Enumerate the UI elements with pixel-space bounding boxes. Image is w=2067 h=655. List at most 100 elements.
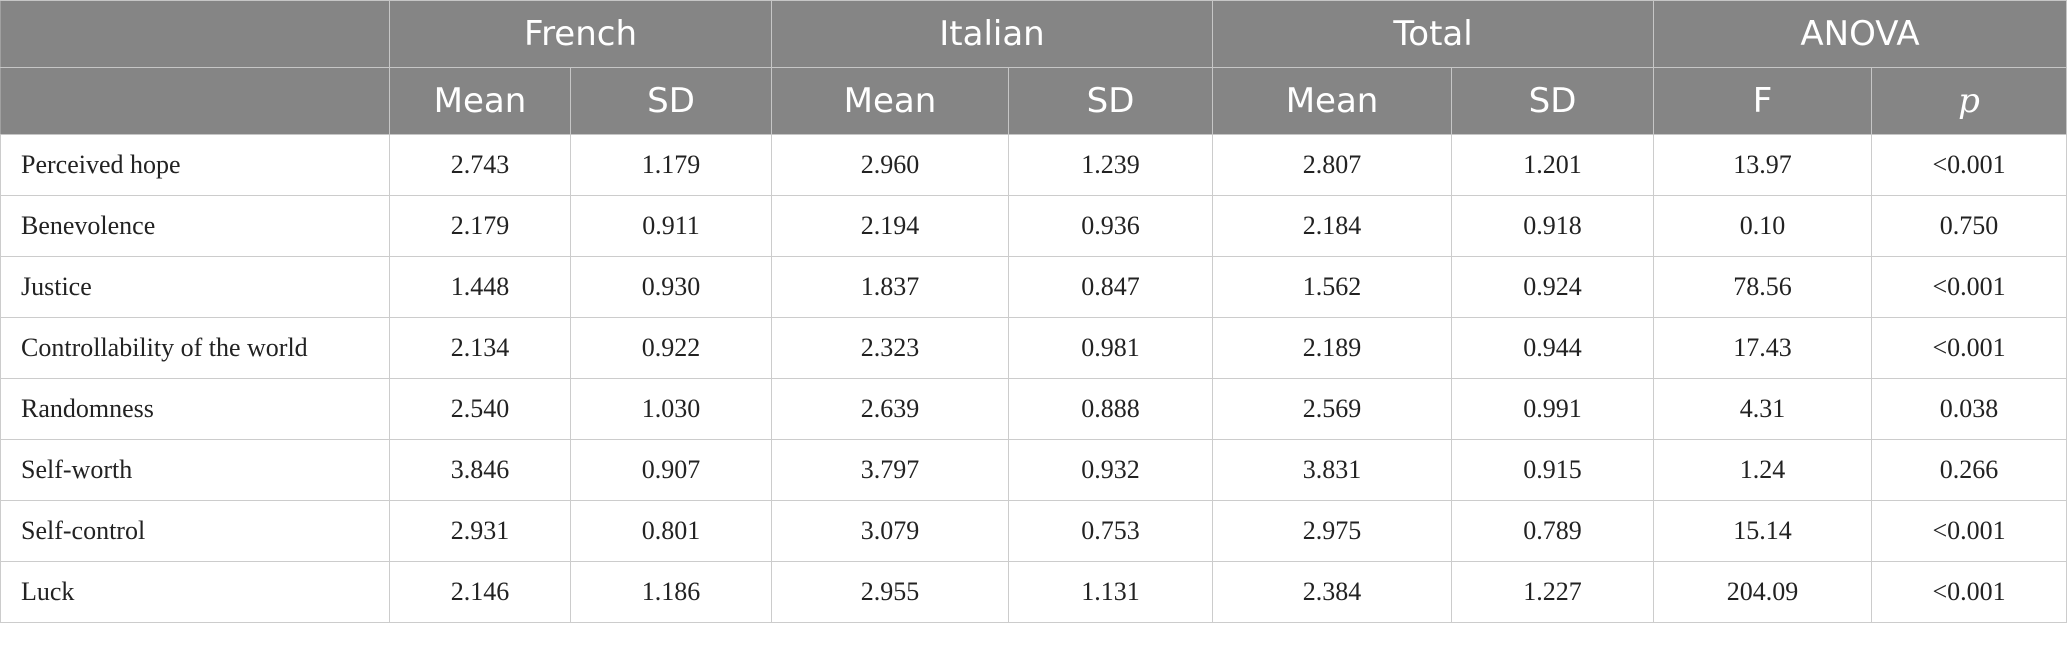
- table-cell: 0.981: [1007, 317, 1214, 379]
- table-cell: 2.955: [771, 561, 1009, 623]
- table-cell: 15.14: [1653, 500, 1873, 562]
- table-cell: 0.266: [1871, 439, 2067, 501]
- row-label: Self-control: [0, 500, 390, 562]
- table-cell: 0.918: [1451, 195, 1655, 257]
- table-cell: 2.184: [1212, 195, 1453, 257]
- table-cell: 2.146: [389, 561, 571, 623]
- header-empty-cell: [0, 67, 390, 135]
- table-cell: 0.847: [1007, 256, 1214, 318]
- row-label: Self-worth: [0, 439, 390, 501]
- table-cell: <0.001: [1871, 134, 2067, 196]
- subheader-anova-f: F: [1653, 67, 1873, 135]
- table-cell: 2.323: [771, 317, 1009, 379]
- table-cell: 1.179: [570, 134, 772, 196]
- table-cell: 0.936: [1007, 195, 1214, 257]
- table-row: Justice 1.448 0.930 1.837 0.847 1.562 0.924 78.…: [0, 256, 2067, 318]
- table-cell: 2.931: [389, 500, 571, 562]
- table-cell: 1.131: [1007, 561, 1214, 623]
- table-cell: <0.001: [1871, 317, 2067, 379]
- header-row-subheaders: Mean SD Mean SD Mean SD F p: [0, 67, 2067, 135]
- table-cell: 0.911: [570, 195, 772, 257]
- table-cell: 1.24: [1653, 439, 1873, 501]
- table-row: Randomness 2.540 1.030 2.639 0.888 2.569 0.991…: [0, 378, 2067, 440]
- table-cell: 0.801: [570, 500, 772, 562]
- table-cell: 13.97: [1653, 134, 1873, 196]
- table-cell: 4.31: [1653, 378, 1873, 440]
- table-cell: 2.540: [389, 378, 571, 440]
- header-group-anova: ANOVA: [1653, 0, 2067, 68]
- table-cell: 2.569: [1212, 378, 1453, 440]
- table-cell: 0.930: [570, 256, 772, 318]
- header-empty-cell: [0, 0, 390, 68]
- table-cell: 2.639: [771, 378, 1009, 440]
- table-row: Benevolence 2.179 0.911 2.194 0.936 2.184 0.91…: [0, 195, 2067, 257]
- table-cell: 2.975: [1212, 500, 1453, 562]
- table-cell: 3.846: [389, 439, 571, 501]
- table-cell: 0.038: [1871, 378, 2067, 440]
- subheader-total-sd: SD: [1451, 67, 1655, 135]
- header-row-groups: French Italian Total ANOVA: [0, 0, 2067, 68]
- table-cell: 17.43: [1653, 317, 1873, 379]
- table-cell: 2.807: [1212, 134, 1453, 196]
- table-cell: 1.562: [1212, 256, 1453, 318]
- table-header: French Italian Total ANOVA Mean SD Mean …: [0, 0, 2067, 135]
- table-cell: 3.831: [1212, 439, 1453, 501]
- table-cell: <0.001: [1871, 500, 2067, 562]
- table-cell: 0.944: [1451, 317, 1655, 379]
- table-cell: 2.189: [1212, 317, 1453, 379]
- table-cell: 0.753: [1007, 500, 1214, 562]
- table-cell: 0.922: [570, 317, 772, 379]
- table-cell: 1.239: [1007, 134, 1214, 196]
- subheader-french-sd: SD: [570, 67, 772, 135]
- subheader-anova-p-label: p: [1958, 81, 1980, 121]
- table-row: Perceived hope 2.743 1.179 2.960 1.239 2.807 1…: [0, 134, 2067, 196]
- table-cell: 2.179: [389, 195, 571, 257]
- table-cell: 204.09: [1653, 561, 1873, 623]
- table-cell: 1.030: [570, 378, 772, 440]
- table-cell: 2.134: [389, 317, 571, 379]
- table-cell: 78.56: [1653, 256, 1873, 318]
- table-cell: 2.194: [771, 195, 1009, 257]
- row-label: Controllability of the world: [0, 317, 390, 379]
- table-cell: 1.837: [771, 256, 1009, 318]
- row-label: Luck: [0, 561, 390, 623]
- table-cell: 0.932: [1007, 439, 1214, 501]
- subheader-anova-p: p: [1871, 67, 2067, 135]
- row-label: Justice: [0, 256, 390, 318]
- table-cell: 3.079: [771, 500, 1009, 562]
- subheader-italian-mean: Mean: [771, 67, 1009, 135]
- table-row: Controllability of the world 2.134 0.922 2.…: [0, 317, 2067, 379]
- table-cell: 1.186: [570, 561, 772, 623]
- header-group-total: Total: [1212, 0, 1655, 68]
- table-cell: 1.448: [389, 256, 571, 318]
- subheader-french-mean: Mean: [389, 67, 571, 135]
- subheader-total-mean: Mean: [1212, 67, 1453, 135]
- table-cell: 0.10: [1653, 195, 1873, 257]
- header-group-french: French: [389, 0, 772, 68]
- table-row: Self-control 2.931 0.801 3.079 0.753 2.975 0.7…: [0, 500, 2067, 562]
- header-group-italian: Italian: [770, 0, 1214, 68]
- subheader-italian-sd: SD: [1007, 67, 1214, 135]
- table-cell: 0.907: [570, 439, 772, 501]
- table-cell: 0.789: [1451, 500, 1655, 562]
- table-cell: 1.201: [1451, 134, 1655, 196]
- table-cell: 2.384: [1212, 561, 1453, 623]
- row-label: Perceived hope: [0, 134, 390, 196]
- table-cell: 1.227: [1451, 561, 1655, 623]
- table-cell: 0.888: [1007, 378, 1214, 440]
- table-cell: 2.743: [389, 134, 571, 196]
- table-cell: 2.960: [771, 134, 1009, 196]
- table-cell: 3.797: [771, 439, 1009, 501]
- table-cell: 0.924: [1451, 256, 1655, 318]
- table-cell: 0.915: [1451, 439, 1655, 501]
- table-body: Perceived hope 2.743 1.179 2.960 1.239 2.807 1…: [0, 134, 2067, 623]
- table-cell: 0.750: [1871, 195, 2067, 257]
- statistics-table: French Italian Total ANOVA Mean SD Mean …: [0, 0, 2067, 623]
- table-cell: 0.991: [1451, 378, 1655, 440]
- table-row: Luck 2.146 1.186 2.955 1.131 2.384 1.227 204.09…: [0, 561, 2067, 623]
- row-label: Benevolence: [0, 195, 390, 257]
- table-cell: <0.001: [1871, 256, 2067, 318]
- table-cell: <0.001: [1871, 561, 2067, 623]
- table-row: Self-worth 3.846 0.907 3.797 0.932 3.831 0.915…: [0, 439, 2067, 501]
- row-label: Randomness: [0, 378, 390, 440]
